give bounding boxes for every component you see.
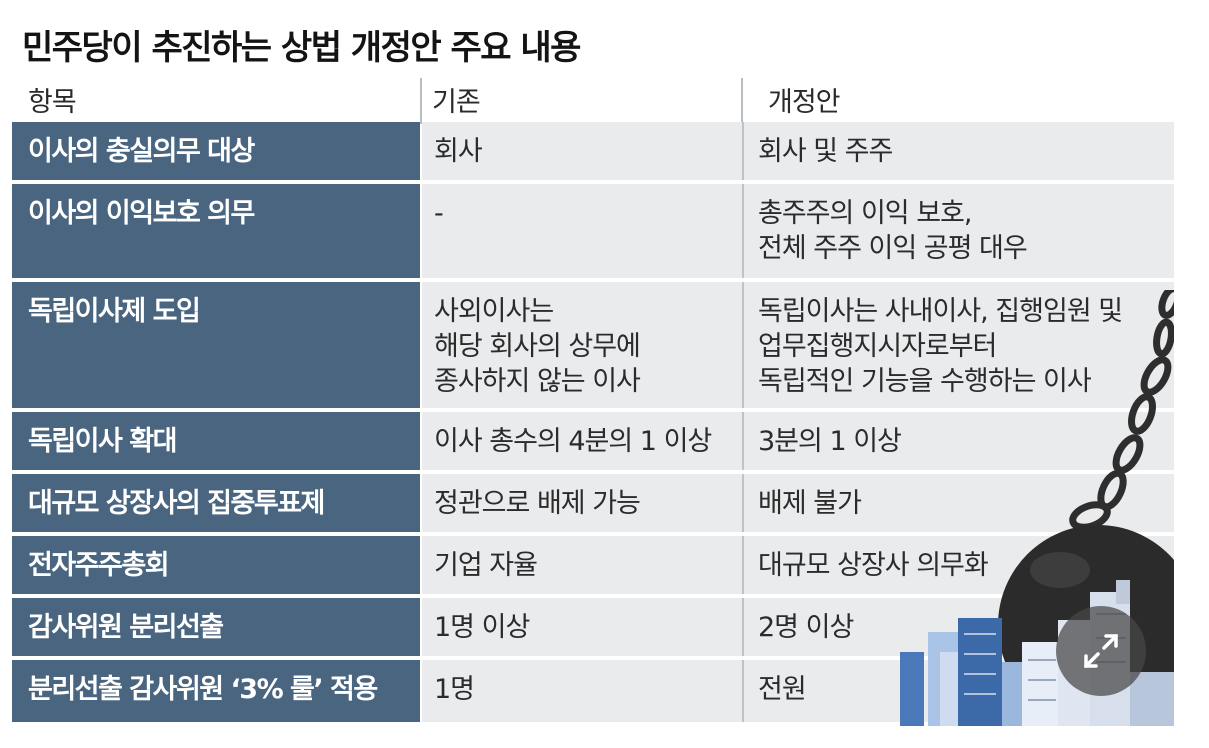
row-item-label-line: 이사의 이익보호 의무 xyxy=(28,198,255,229)
row-before-value: 1명 xyxy=(422,660,744,722)
expand-arrows-icon xyxy=(1084,634,1118,668)
header-divider xyxy=(420,78,422,124)
row-item-label: 감사위원 분리선출 xyxy=(12,598,420,656)
row-after-value: 3분의 1 이상 xyxy=(744,412,1174,470)
row-item-label-line: 전자주주총회 xyxy=(28,550,170,581)
row-before-value: 이사 총수의 4분의 1 이상 xyxy=(422,412,744,470)
row-item-label-line: 분리선출 감사위원 ‘3% 룰’ 적용 xyxy=(28,674,378,705)
expand-button[interactable] xyxy=(1056,606,1146,696)
row-before-value-line: 정관으로 배제 가능 xyxy=(434,488,641,519)
row-item-label-line: 감사위원 분리선출 xyxy=(28,612,224,643)
row-before-value-line: - xyxy=(434,198,444,229)
row-before-value-line: 사외이사는 xyxy=(434,296,554,327)
row-after-value-line: 업무집행지시자로부터 xyxy=(758,331,997,362)
row-item-label-line: 독립이사 확대 xyxy=(28,426,177,457)
table-row: 이사의 충실의무 대상 회사 회사 및 주주 xyxy=(12,122,1174,180)
row-item-label: 독립이사제 도입 xyxy=(12,282,420,408)
row-after-value-line: 독립이사는 사내이사, 집행임원 및 xyxy=(758,296,1123,327)
page-title: 민주당이 추진하는 상법 개정안 주요 내용 xyxy=(22,28,581,68)
row-after-value-line: 전원 xyxy=(758,674,807,705)
row-before-value: - xyxy=(422,184,744,278)
row-item-label-line: 대규모 상장사의 집중투표제 xyxy=(28,488,325,519)
row-item-label: 이사의 충실의무 대상 xyxy=(12,122,420,180)
row-after-value-line: 3분의 1 이상 xyxy=(758,426,902,457)
row-before-value: 1명 이상 xyxy=(422,598,744,656)
row-after-value-line: 전체 주주 이익 공평 대우 xyxy=(758,233,1028,264)
row-after-value-line: 2명 이상 xyxy=(758,612,854,643)
row-before-value: 정관으로 배제 가능 xyxy=(422,474,744,532)
row-after-value-line: 독립적인 기능을 수행하는 이사 xyxy=(758,366,1092,397)
row-before-value-line: 기업 자율 xyxy=(434,550,538,581)
table-row: 전자주주총회 기업 자율 대규모 상장사 의무화 xyxy=(12,536,1174,594)
row-after-value-line: 대규모 상장사 의무화 xyxy=(758,550,989,581)
row-item-label: 분리선출 감사위원 ‘3% 룰’ 적용 xyxy=(12,660,420,722)
row-item-label: 전자주주총회 xyxy=(12,536,420,594)
table-row: 분리선출 감사위원 ‘3% 룰’ 적용 1명 전원 xyxy=(12,660,1174,722)
row-after-value-line: 총주주의 이익 보호, xyxy=(758,198,972,229)
header-before: 기존 xyxy=(432,87,481,118)
row-before-value-line: 이사 총수의 4분의 1 이상 xyxy=(434,426,712,457)
row-after-value: 배제 불가 xyxy=(744,474,1174,532)
row-item-label: 독립이사 확대 xyxy=(12,412,420,470)
row-item-label-line: 독립이사제 도입 xyxy=(28,296,201,327)
table-row: 이사의 이익보호 의무 - 총주주의 이익 보호, 전체 주주 이익 공평 대우 xyxy=(12,184,1174,278)
table-row: 감사위원 분리선출 1명 이상 2명 이상 xyxy=(12,598,1174,656)
row-before-value-line: 해당 회사의 상무에 xyxy=(434,331,641,362)
row-after-value-line: 회사 및 주주 xyxy=(758,136,893,167)
row-before-value: 기업 자율 xyxy=(422,536,744,594)
row-after-value-line: 배제 불가 xyxy=(758,488,862,519)
row-before-value: 회사 xyxy=(422,122,744,180)
row-item-label-line: 이사의 충실의무 대상 xyxy=(28,136,255,167)
row-after-value: 총주주의 이익 보호, 전체 주주 이익 공평 대우 xyxy=(744,184,1174,278)
row-before-value-line: 1명 이상 xyxy=(434,612,530,643)
row-after-value: 대규모 상장사 의무화 xyxy=(744,536,1174,594)
row-item-label: 대규모 상장사의 집중투표제 xyxy=(12,474,420,532)
row-after-value: 회사 및 주주 xyxy=(744,122,1174,180)
table-row: 독립이사 확대 이사 총수의 4분의 1 이상 3분의 1 이상 xyxy=(12,412,1174,470)
row-before-value-line: 회사 xyxy=(434,136,483,167)
header-item: 항목 xyxy=(28,87,77,118)
row-before-value-line: 종사하지 않는 이사 xyxy=(434,366,641,397)
table-row: 독립이사제 도입 사외이사는 해당 회사의 상무에 종사하지 않는 이사 독립이사는 사… xyxy=(12,282,1174,408)
row-before-value-line: 1명 xyxy=(434,674,475,705)
header-divider xyxy=(741,78,743,124)
row-item-label: 이사의 이익보호 의무 xyxy=(12,184,420,278)
header-after: 개정안 xyxy=(768,87,841,118)
table-row: 대규모 상장사의 집중투표제 정관으로 배제 가능 배제 불가 xyxy=(12,474,1174,532)
